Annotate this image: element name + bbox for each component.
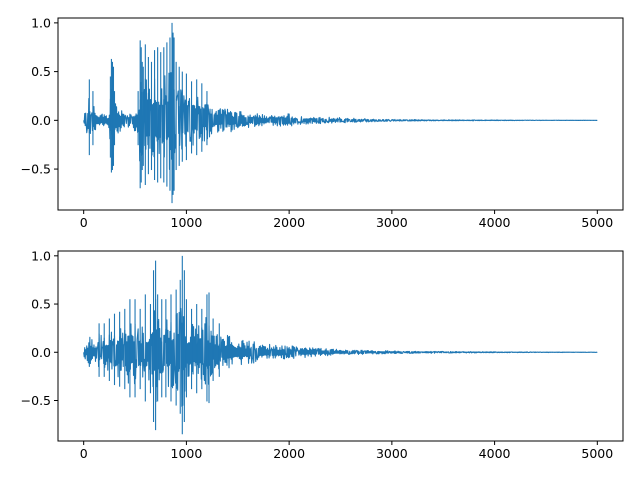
x-axis-top: 0 1000 2000 3000 4000 5000 [80, 210, 613, 230]
x-tick-label: 2000 [273, 215, 305, 230]
waveform-series-line [83, 298, 598, 407]
series-layer-top [83, 22, 598, 204]
axes-bottom: 0 1000 2000 3000 4000 5000 −0.5 0.0 0.5 1.0 [21, 248, 624, 461]
x-tick-label: 2000 [273, 446, 305, 461]
y-tick-label: 0.5 [31, 64, 51, 79]
y-axis-bottom: −0.5 0.0 0.5 1.0 [21, 248, 58, 408]
y-axis-top: −0.5 0.0 0.5 1.0 [21, 15, 58, 177]
x-tick-label: 1000 [171, 215, 203, 230]
axes-frame-bottom [57, 250, 624, 442]
axes-top: 0 1000 2000 3000 4000 5000 −0.5 0.0 0.5 1.0 [21, 15, 624, 230]
y-tick-label: −0.5 [21, 393, 51, 408]
x-tick-label: 3000 [376, 446, 408, 461]
waveform-series-line [83, 72, 598, 170]
x-tick-label: 5000 [581, 215, 613, 230]
series-layer-bottom [83, 255, 598, 435]
x-tick-label: 0 [80, 446, 88, 461]
y-tick-label: 0.0 [31, 345, 51, 360]
y-tick-label: −0.5 [21, 162, 51, 177]
y-tick-label: 1.0 [31, 15, 51, 30]
y-tick-label: 0.0 [31, 113, 51, 128]
x-tick-label: 3000 [376, 215, 408, 230]
x-tick-label: 0 [80, 215, 88, 230]
y-tick-label: 1.0 [31, 248, 51, 263]
x-tick-label: 4000 [479, 215, 511, 230]
x-tick-label: 5000 [581, 446, 613, 461]
axes-frame-top [57, 17, 624, 211]
x-tick-label: 4000 [479, 446, 511, 461]
x-axis-bottom: 0 1000 2000 3000 4000 5000 [80, 441, 613, 461]
x-tick-label: 1000 [171, 446, 203, 461]
y-tick-label: 0.5 [31, 297, 51, 312]
